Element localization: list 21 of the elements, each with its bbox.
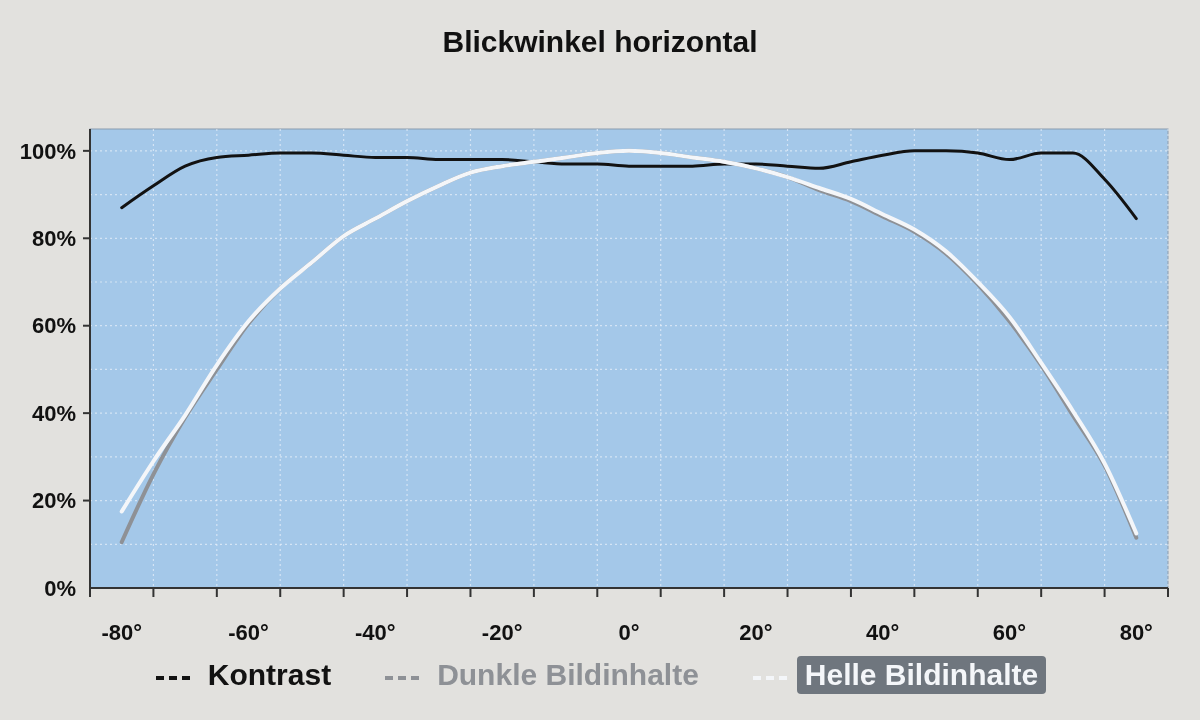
x-tick-label: 0° [618, 620, 640, 645]
legend-label: Kontrast [206, 657, 333, 693]
x-tick-label: 20° [739, 620, 773, 645]
y-tick-label: 0% [44, 575, 76, 601]
y-tick-label: 60% [31, 313, 76, 339]
label-backdrop: Helle Bildinhalte [796, 656, 1047, 694]
x-tick-label: -40° [355, 620, 396, 645]
y-tick-label: 100% [19, 138, 76, 164]
chart-title: Blickwinkel horizontal [442, 25, 758, 58]
legend-label: Dunkle Bildinhalte [436, 657, 700, 693]
x-tick-label: 40° [866, 620, 900, 645]
x-tick-label: 60° [992, 620, 1027, 645]
line-series [120, 149, 1138, 221]
y-tick-label: 80% [31, 225, 76, 251]
x-tick-label: -80° [101, 620, 143, 645]
x-tick-label: 80° [1119, 620, 1153, 645]
legend-label: Helle Bildinhalte [804, 658, 1039, 691]
y-tick-label: 40% [31, 400, 76, 426]
x-tick-label: -20° [481, 620, 523, 645]
x-tick-label: -60° [228, 620, 269, 645]
y-tick-label: 20% [31, 488, 76, 514]
